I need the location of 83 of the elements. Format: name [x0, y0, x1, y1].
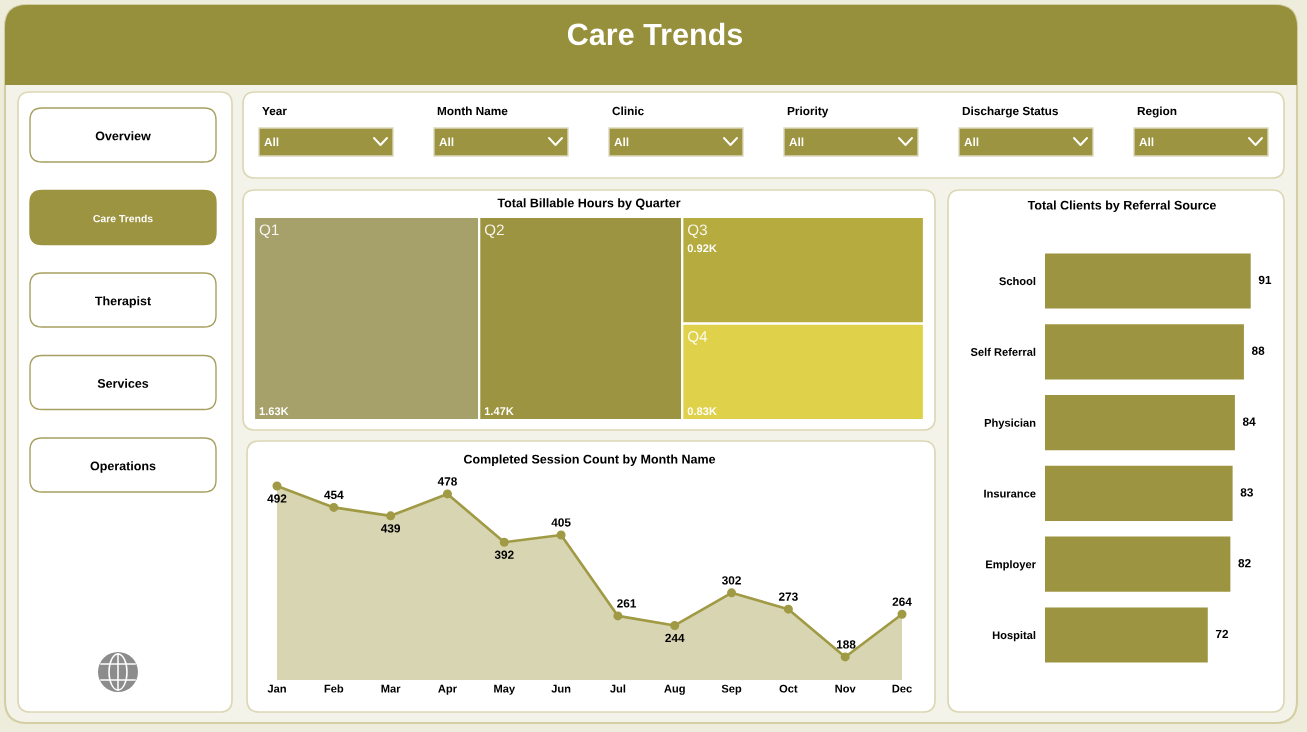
y-tick-label: Employer — [986, 560, 1036, 571]
bar — [1045, 394, 1235, 451]
data-label: 83 — [1240, 488, 1253, 497]
text: All — [789, 137, 804, 147]
data-label: 392 — [494, 550, 514, 559]
data-label: 188 — [836, 640, 856, 649]
y-tick-label: Self Referral — [970, 347, 1036, 356]
data-label: 454 — [324, 490, 344, 500]
text: Month Name — [437, 106, 508, 116]
point — [556, 530, 566, 540]
point — [499, 537, 509, 547]
x-tick-label: Jul — [610, 684, 626, 693]
text: Year — [262, 106, 287, 116]
text: All — [264, 137, 279, 147]
data-label: 273 — [778, 592, 798, 601]
chart-title: Total Clients by Referral Source — [1027, 200, 1216, 213]
data-label: 264 — [892, 597, 912, 606]
data-label: 492 — [267, 494, 287, 503]
x-tick-label: Apr — [438, 684, 457, 695]
data-label: 439 — [380, 524, 401, 533]
x-tick-label: May — [494, 684, 516, 695]
data-label: 302 — [721, 576, 741, 585]
data-label: 91 — [1258, 275, 1272, 285]
data-label: 82 — [1238, 559, 1251, 568]
data-label: 1.63K — [259, 407, 289, 416]
point — [840, 652, 850, 662]
y-tick-label: School — [999, 276, 1036, 286]
category-label: Services — [97, 378, 149, 388]
text: Clinic — [612, 106, 644, 116]
category-label: Q3 — [687, 224, 707, 238]
text: All — [439, 137, 454, 147]
data-label: 1.47K — [484, 407, 514, 415]
data-label: 478 — [437, 477, 457, 486]
data-label: 84 — [1242, 417, 1256, 426]
data-label: 244 — [665, 633, 685, 643]
data-label: 405 — [551, 518, 571, 527]
category-label: Q4 — [687, 331, 708, 345]
x-tick-label: Nov — [835, 684, 856, 693]
x-tick-label: Feb — [324, 684, 344, 693]
point — [897, 609, 907, 619]
text: Total Billable Hours by Quarter — [497, 198, 681, 210]
data-label: 72 — [1215, 629, 1229, 639]
x-tick-label: Aug — [664, 684, 685, 695]
bar — [1045, 607, 1208, 663]
text: Discharge Status — [962, 106, 1058, 118]
x-tick-label: Mar — [381, 684, 401, 693]
point — [272, 481, 282, 491]
x-tick-label: Jan — [267, 684, 286, 693]
bar — [1045, 253, 1251, 309]
bar — [1045, 324, 1244, 380]
category-label: Overview — [95, 131, 151, 141]
point — [670, 620, 680, 630]
y-tick-label: Hospital — [992, 630, 1036, 642]
bar — [1045, 465, 1233, 522]
category-label: Therapist — [95, 296, 151, 308]
data-label: 0.92K — [687, 244, 717, 253]
category-label: Q2 — [484, 224, 504, 238]
x-tick-label: Sep — [721, 684, 742, 695]
point — [783, 604, 793, 614]
point — [442, 489, 452, 499]
point — [329, 502, 339, 512]
text: All — [964, 137, 979, 147]
y-tick-label: Insurance — [984, 489, 1036, 498]
text: All — [614, 137, 629, 147]
category-label: Operations — [90, 461, 156, 473]
category-label: Q1 — [259, 224, 279, 238]
x-tick-label: Dec — [892, 684, 912, 693]
chart-title: Completed Session Count by Month Name — [463, 454, 716, 467]
point — [727, 588, 737, 598]
point — [386, 511, 396, 521]
text: All — [1139, 137, 1154, 147]
data-label: 261 — [617, 599, 637, 608]
x-tick-label: Oct — [779, 684, 798, 693]
data-label: 0.83K — [687, 407, 717, 416]
text: Care Trends — [567, 22, 743, 46]
point — [613, 611, 623, 621]
category-label: Care Trends — [93, 214, 153, 223]
data-label: 88 — [1251, 346, 1265, 355]
text: Region — [1137, 106, 1177, 118]
text: Priority — [787, 106, 829, 118]
bar — [1045, 536, 1231, 592]
x-tick-label: Jun — [551, 684, 571, 693]
y-tick-label: Physician — [984, 418, 1036, 429]
